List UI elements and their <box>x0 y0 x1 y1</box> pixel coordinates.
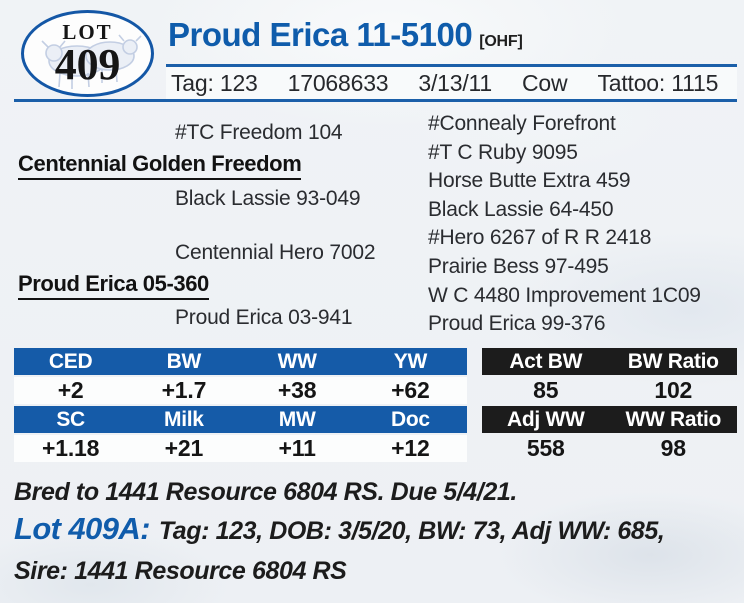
epd-value-row-1: +2 +1.7 +38 +62 <box>14 377 467 404</box>
epd-value-cell: +1.7 <box>161 377 207 403</box>
performance-value-row-2: 558 98 <box>482 435 737 462</box>
performance-value-cell: 102 <box>654 377 693 403</box>
epd-table: CED BW WW YW +2 +1.7 +38 +62 SC Milk MW … <box>14 348 467 464</box>
ancestor-line: Prairie Bess 97-495 <box>428 254 609 278</box>
ancestor-list: #Connealy Forefront #T C Ruby 9095 Horse… <box>428 110 701 339</box>
dam-parent1: Centennial Hero 7002 <box>175 241 376 264</box>
epd-value-cell: +1.18 <box>42 435 100 461</box>
epd-header-cell: BW <box>166 349 202 373</box>
epd-value-cell: +21 <box>164 435 204 461</box>
performance-value-cell: 558 <box>526 435 565 461</box>
performance-value-cell: 85 <box>533 377 559 403</box>
epd-header-cell: WW <box>277 349 317 373</box>
sub-lot-details-line2: Sire: 1441 Resource 6804 RS <box>14 557 347 585</box>
tattoo-value: Tattoo: 1115 <box>597 69 719 96</box>
ancestor-line: Proud Erica 99-376 <box>428 312 606 336</box>
epd-value-cell: +38 <box>277 377 317 403</box>
epd-header-cell: SC <box>56 407 85 431</box>
epd-header-cell: Doc <box>390 407 430 431</box>
ancestor-line: #T C Ruby 9095 <box>428 140 578 164</box>
lot-badge: LOT 409 <box>21 10 154 97</box>
ancestor-line: W C 4480 Improvement 1C09 <box>428 283 701 307</box>
performance-value-row-1: 85 102 <box>482 377 737 404</box>
registration-number: 17068633 <box>287 69 389 96</box>
performance-header-row-1: Act BW BW Ratio <box>482 348 737 375</box>
sire-name: Centennial Golden Freedom <box>18 151 302 180</box>
epd-header-cell: CED <box>48 349 93 373</box>
lot-label: LOT <box>62 19 113 44</box>
performance-header-cell: BW Ratio <box>627 349 719 373</box>
performance-header-cell: Adj WW <box>506 407 585 431</box>
ancestor-line: Black Lassie 64-450 <box>428 197 614 221</box>
sub-lot-details-line1: Tag: 123, DOB: 3/5/20, BW: 73, Adj WW: 6… <box>158 517 665 545</box>
epd-header-cell: Milk <box>164 407 204 431</box>
epd-header-row-2: SC Milk MW Doc <box>14 406 467 433</box>
tag-value: Tag: 123 <box>171 69 258 96</box>
title-divider <box>166 64 737 67</box>
performance-header-row-2: Adj WW WW Ratio <box>482 406 737 433</box>
birth-date: 3/13/11 <box>418 69 493 96</box>
performance-table: Act BW BW Ratio 85 102 Adj WW WW Ratio 5… <box>482 348 737 464</box>
performance-header-cell: Act BW <box>509 349 583 373</box>
animal-title: Proud Erica 11-5100 <box>168 16 473 53</box>
epd-header-cell: MW <box>278 407 316 431</box>
epd-value-row-2: +1.18 +21 +11 +12 <box>14 435 467 462</box>
title-suffix-ohf: [OHF] <box>479 33 523 50</box>
cattle-icon <box>41 34 142 89</box>
epd-value-cell: +62 <box>391 377 430 403</box>
ancestor-line: Horse Butte Extra 459 <box>428 169 631 193</box>
epd-value-cell: +12 <box>391 435 430 461</box>
epd-header-cell: YW <box>393 349 428 373</box>
sub-lot-section: Lot 409A: Tag: 123, DOB: 3/5/20, BW: 73, … <box>14 511 726 593</box>
dam-parent2: Proud Erica 03-941 <box>175 306 353 329</box>
header-divider <box>14 99 737 102</box>
sub-lot-label: Lot 409A: <box>14 511 150 546</box>
dam-name: Proud Erica 05-360 <box>18 271 209 300</box>
sire-parent2: Black Lassie 93-049 <box>175 187 361 210</box>
performance-value-cell: 98 <box>660 435 686 461</box>
bred-note: Bred to 1441 Resource 6804 RS. Due 5/4/2… <box>14 478 517 506</box>
performance-header-cell: WW Ratio <box>625 407 722 431</box>
ancestor-line: #Hero 6267 of R R 2418 <box>428 226 652 250</box>
epd-value-cell: +2 <box>57 377 84 403</box>
tag-info-strip: Tag: 123 17068633 3/13/11 Cow Tattoo: 11… <box>166 67 737 99</box>
lot-number: 409 <box>54 39 121 89</box>
ancestor-line: #Connealy Forefront <box>428 112 616 135</box>
epd-header-row-1: CED BW WW YW <box>14 348 467 375</box>
epd-value-cell: +11 <box>278 435 316 461</box>
title-row: Proud Erica 11-5100 [OHF] <box>168 16 523 54</box>
sire-parent1: #TC Freedom 104 <box>175 121 343 144</box>
sex-label: Cow <box>522 69 568 96</box>
